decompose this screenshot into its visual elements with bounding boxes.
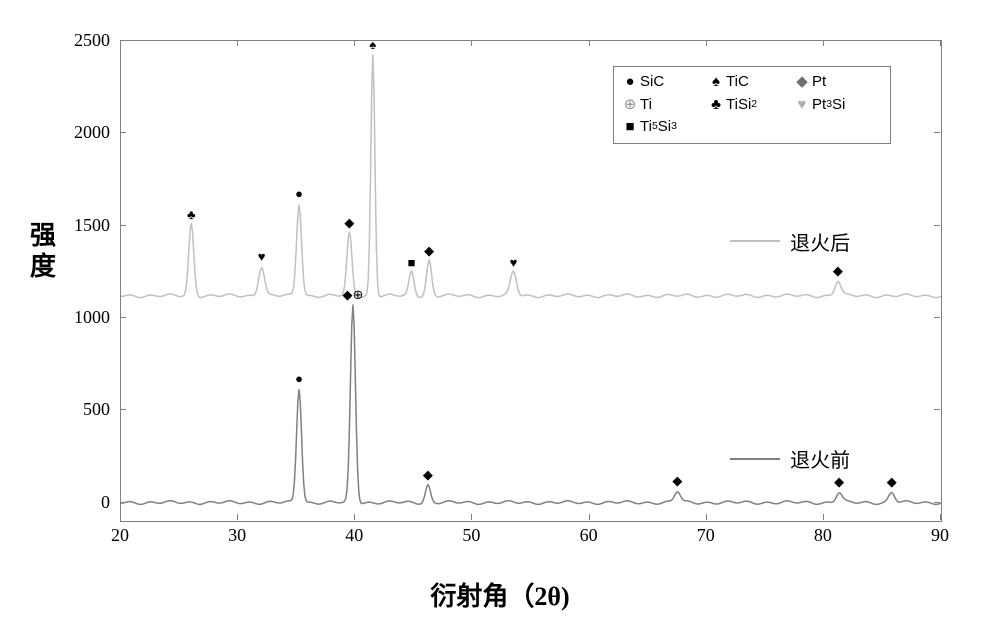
x-tick-label: 90: [925, 525, 955, 546]
plot-area: ● ◆⊕ ◆ ◆ ◆ ◆ ♣ ♥ ● ◆ ♠ ■ ◆ ♥ ◆ ●SiC♠TiC◆Pt ⊕Ti♣TiSi2♥Pt…: [120, 40, 942, 522]
legend-item: ◆Pt: [794, 71, 880, 94]
x-tick-label: 50: [456, 525, 486, 546]
peak-marker: ♥: [258, 249, 266, 264]
peak-marker: ■: [408, 255, 416, 270]
x-tick-label: 40: [339, 525, 369, 546]
legend-item: ♠TiC: [708, 71, 794, 94]
y-tick-label: 2500: [60, 30, 110, 51]
y-tick-label: 500: [60, 399, 110, 420]
peak-marker: ♠: [369, 37, 376, 52]
compound-legend: ●SiC♠TiC◆Pt ⊕Ti♣TiSi2♥Pt3Si ■Ti5Si3: [613, 66, 891, 144]
x-tick-label: 80: [808, 525, 838, 546]
y-axis-label: 强 度: [30, 220, 56, 282]
peak-marker: ♣: [187, 207, 196, 222]
x-tick-label: 60: [574, 525, 604, 546]
series-label-after: 退火后: [730, 227, 850, 256]
peak-marker: ◆: [672, 473, 682, 489]
peak-marker: ●: [295, 186, 303, 201]
x-tick-label: 20: [105, 525, 135, 546]
peak-marker: ◆: [423, 467, 433, 483]
y-tick-label: 1000: [60, 307, 110, 328]
peak-marker: ◆: [344, 215, 354, 231]
peak-marker: ◆⊕: [342, 287, 363, 303]
peak-marker: ◆: [833, 263, 843, 279]
peak-marker: ●: [295, 371, 303, 386]
legend-item: ♣TiSi2: [708, 94, 794, 117]
xrd-chart: 强 度 ● ◆⊕ ◆ ◆ ◆ ◆ ♣ ♥ ● ◆ ♠ ■ ◆ ♥ ◆ ●SiC♠TiC◆Pt ⊕Ti♣TiSi…: [20, 20, 980, 618]
legend-item: ■Ti5Si3: [622, 116, 708, 139]
y-tick-label: 2000: [60, 122, 110, 143]
peak-marker: ◆: [887, 474, 897, 490]
peak-marker: ◆: [834, 474, 844, 490]
legend-item: ♥Pt3Si: [794, 94, 880, 117]
peak-marker: ♥: [510, 255, 518, 270]
x-tick-label: 70: [691, 525, 721, 546]
series-label-before: 退火前: [730, 444, 850, 473]
y-tick-label: 1500: [60, 215, 110, 236]
x-tick-label: 30: [222, 525, 252, 546]
y-tick-label: 0: [60, 492, 110, 513]
peak-marker: ◆: [424, 243, 434, 259]
x-axis-label: 衍射角（2θ): [20, 576, 980, 613]
legend-item: ⊕Ti: [622, 94, 708, 117]
legend-item: ●SiC: [622, 71, 708, 94]
